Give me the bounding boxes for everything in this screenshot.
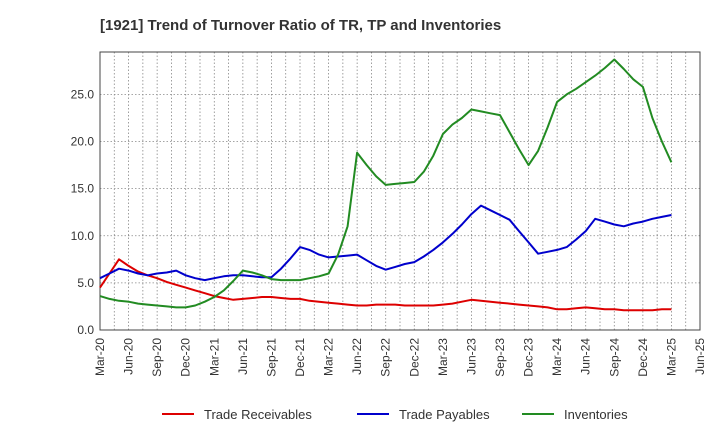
chart-title: [1921] Trend of Turnover Ratio of TR, TP… — [100, 17, 501, 34]
x-tick-label: Mar-20 — [93, 338, 107, 376]
x-tick-label: Jun-20 — [122, 338, 136, 375]
x-tick-label: Jun-25 — [693, 338, 707, 375]
x-tick-label: Sep-20 — [150, 338, 164, 377]
series-lines — [99, 58, 673, 312]
legend-label-trade-payables: Trade Payables — [399, 407, 490, 422]
x-axis: Mar-20 Jun-20 Sep-20 Dec-20 Mar-21 Jun-21 Sep-… — [93, 338, 707, 377]
legend-label-inventories: Inventories — [564, 407, 628, 422]
x-tick-label: Sep-24 — [607, 338, 621, 377]
x-tick-label: Dec-22 — [407, 338, 421, 377]
plot-area-frame — [99, 51, 701, 331]
y-tick-label: 15.0 — [71, 182, 95, 196]
y-tick-label: 5.0 — [77, 276, 94, 290]
grid-lines — [100, 52, 700, 330]
y-tick-label: 20.0 — [71, 135, 95, 149]
legend: Trade Receivables Trade Payables Inventori… — [162, 407, 628, 422]
series-line-trade-payables — [99, 204, 672, 282]
y-tick-label: 0.0 — [77, 323, 94, 337]
x-tick-label: Sep-22 — [379, 338, 393, 377]
x-tick-label: Dec-21 — [293, 338, 307, 377]
series-line-inventories — [99, 58, 673, 309]
x-tick-label: Mar-22 — [322, 338, 336, 376]
x-tick-label: Jun-21 — [236, 338, 250, 375]
y-tick-label: 10.0 — [71, 229, 95, 243]
y-tick-label: 25.0 — [71, 87, 95, 101]
x-tick-label: Dec-23 — [522, 338, 536, 377]
series-line-trade-receivables — [99, 258, 672, 312]
x-tick-label: Dec-20 — [179, 338, 193, 377]
x-tick-label: Mar-23 — [436, 338, 450, 376]
x-tick-label: Jun-23 — [464, 338, 478, 375]
x-tick-label: Mar-25 — [664, 338, 678, 376]
x-tick-label: Jun-24 — [579, 338, 593, 375]
legend-label-trade-receivables: Trade Receivables — [204, 407, 312, 422]
x-tick-label: Dec-24 — [636, 338, 650, 377]
x-tick-label: Sep-23 — [493, 338, 507, 377]
x-tick-label: Jun-22 — [350, 338, 364, 375]
y-axis: 0.0 5.0 10.0 15.0 20.0 25.0 — [71, 87, 95, 337]
x-tick-label: Mar-24 — [550, 338, 564, 376]
x-tick-label: Mar-21 — [207, 338, 221, 376]
x-tick-label: Sep-21 — [264, 338, 278, 377]
